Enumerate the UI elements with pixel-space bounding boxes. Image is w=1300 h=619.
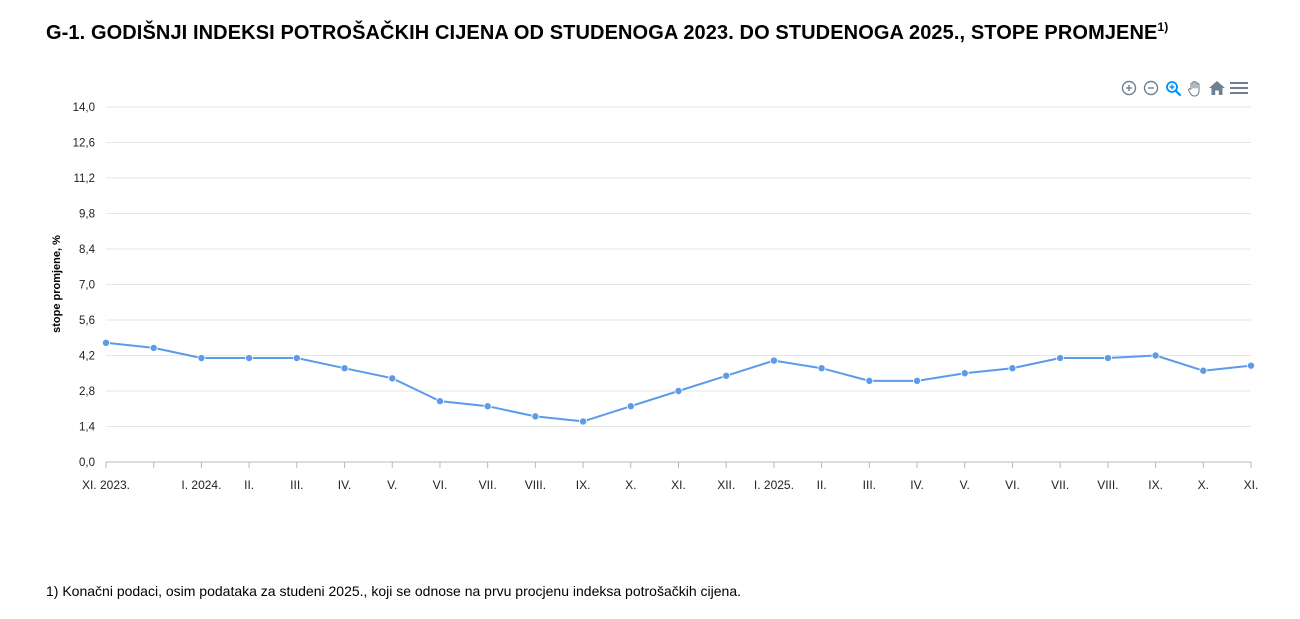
y-tick-label: 9,8: [79, 209, 95, 221]
x-tick-label: IX.: [576, 478, 591, 492]
x-tick-label: V.: [960, 478, 970, 492]
data-point[interactable]: [1151, 351, 1160, 360]
chart-toolbar: [1118, 78, 1250, 98]
data-point[interactable]: [1103, 354, 1112, 363]
x-tick-label: VII.: [1051, 478, 1069, 492]
x-tick-label: III.: [290, 478, 303, 492]
x-tick-label: IV.: [910, 478, 924, 492]
y-tick-label: 8,4: [79, 244, 96, 256]
data-point[interactable]: [483, 402, 492, 411]
x-tick-label: I. 2024.: [181, 478, 221, 492]
x-tick-label: II.: [817, 478, 827, 492]
line-chart: 0,0 1,4 2,8 4,2 5,6 7,0 8,4 9,8 11,2 12,6 14,0 sto…: [51, 102, 1259, 492]
grid-lines: [106, 106, 1251, 463]
data-point[interactable]: [388, 374, 397, 383]
x-tick-label: X.: [625, 478, 636, 492]
data-point[interactable]: [579, 417, 588, 426]
selection-zoom-icon[interactable]: [1162, 78, 1184, 98]
x-tick-label: XI. 2023.: [82, 478, 130, 492]
y-axis-tick-labels: 0,0 1,4 2,8 4,2 5,6 7,0 8,4 9,8 11,2 12,6 14,0: [73, 102, 96, 469]
data-point[interactable]: [817, 364, 826, 373]
y-tick-label: 4,2: [79, 351, 95, 363]
x-tick-label: II.: [244, 478, 254, 492]
data-point[interactable]: [865, 376, 874, 385]
zoom-in-icon[interactable]: [1118, 78, 1140, 98]
data-point[interactable]: [1008, 364, 1017, 373]
data-point[interactable]: [292, 354, 301, 363]
x-tick-label: VIII.: [525, 478, 546, 492]
y-tick-label: 7,0: [79, 280, 95, 292]
y-tick-label: 5,6: [79, 315, 95, 327]
x-tick-label: IV.: [338, 478, 352, 492]
pan-hand-icon[interactable]: [1184, 78, 1206, 98]
x-tick-label: VI.: [1005, 478, 1020, 492]
x-tick-label: XI.: [671, 478, 686, 492]
chart-title: G-1. GODIŠNJI INDEKSI POTROŠAČKIH CIJENA…: [46, 20, 1169, 45]
menu-icon[interactable]: [1228, 78, 1250, 98]
y-tick-label: 14,0: [73, 102, 95, 114]
x-tick-label: VI.: [433, 478, 448, 492]
y-tick-label: 2,8: [79, 386, 95, 398]
data-point[interactable]: [102, 338, 111, 347]
y-axis-label: stope promjene, %: [51, 235, 63, 333]
data-point[interactable]: [197, 354, 206, 363]
data-point[interactable]: [1056, 354, 1065, 363]
x-axis: XI. 2023. I. 2024. II. III. IV. V. VI. VII. VIII…: [82, 461, 1259, 492]
zoom-out-icon[interactable]: [1140, 78, 1162, 98]
data-point[interactable]: [722, 371, 731, 380]
chart-title-footnote-mark: 1): [1157, 20, 1169, 34]
data-point[interactable]: [149, 343, 158, 352]
chart-title-text: G-1. GODIŠNJI INDEKSI POTROŠAČKIH CIJENA…: [46, 22, 1158, 44]
x-tick-label: V.: [387, 478, 397, 492]
x-tick-label: X.: [1198, 478, 1209, 492]
x-tick-label: I. 2025.: [754, 478, 794, 492]
x-tick-label: VII.: [479, 478, 497, 492]
x-tick-label: IX.: [1148, 478, 1163, 492]
data-point[interactable]: [626, 402, 635, 411]
y-tick-label: 12,6: [73, 138, 95, 150]
data-point[interactable]: [960, 369, 969, 378]
x-tick-label: XII.: [717, 478, 735, 492]
y-tick-label: 0,0: [79, 457, 95, 469]
data-point[interactable]: [340, 364, 349, 373]
data-point[interactable]: [769, 356, 778, 365]
data-point[interactable]: [674, 386, 683, 395]
series-line-group: [102, 338, 1256, 426]
reset-home-icon[interactable]: [1206, 78, 1228, 98]
data-point[interactable]: [1247, 361, 1256, 370]
footnote: 1) Konačni podaci, osim podataka za stud…: [46, 583, 741, 599]
x-tick-label: XI.: [1244, 478, 1259, 492]
x-tick-label: III.: [863, 478, 876, 492]
x-tick-label: VIII.: [1097, 478, 1118, 492]
data-point[interactable]: [245, 354, 254, 363]
y-tick-label: 1,4: [79, 422, 96, 434]
data-point[interactable]: [531, 412, 540, 421]
data-point[interactable]: [913, 376, 922, 385]
data-point[interactable]: [435, 397, 444, 406]
y-tick-label: 11,2: [73, 173, 95, 185]
series-line: [105, 341, 1252, 423]
data-point[interactable]: [1199, 366, 1208, 375]
